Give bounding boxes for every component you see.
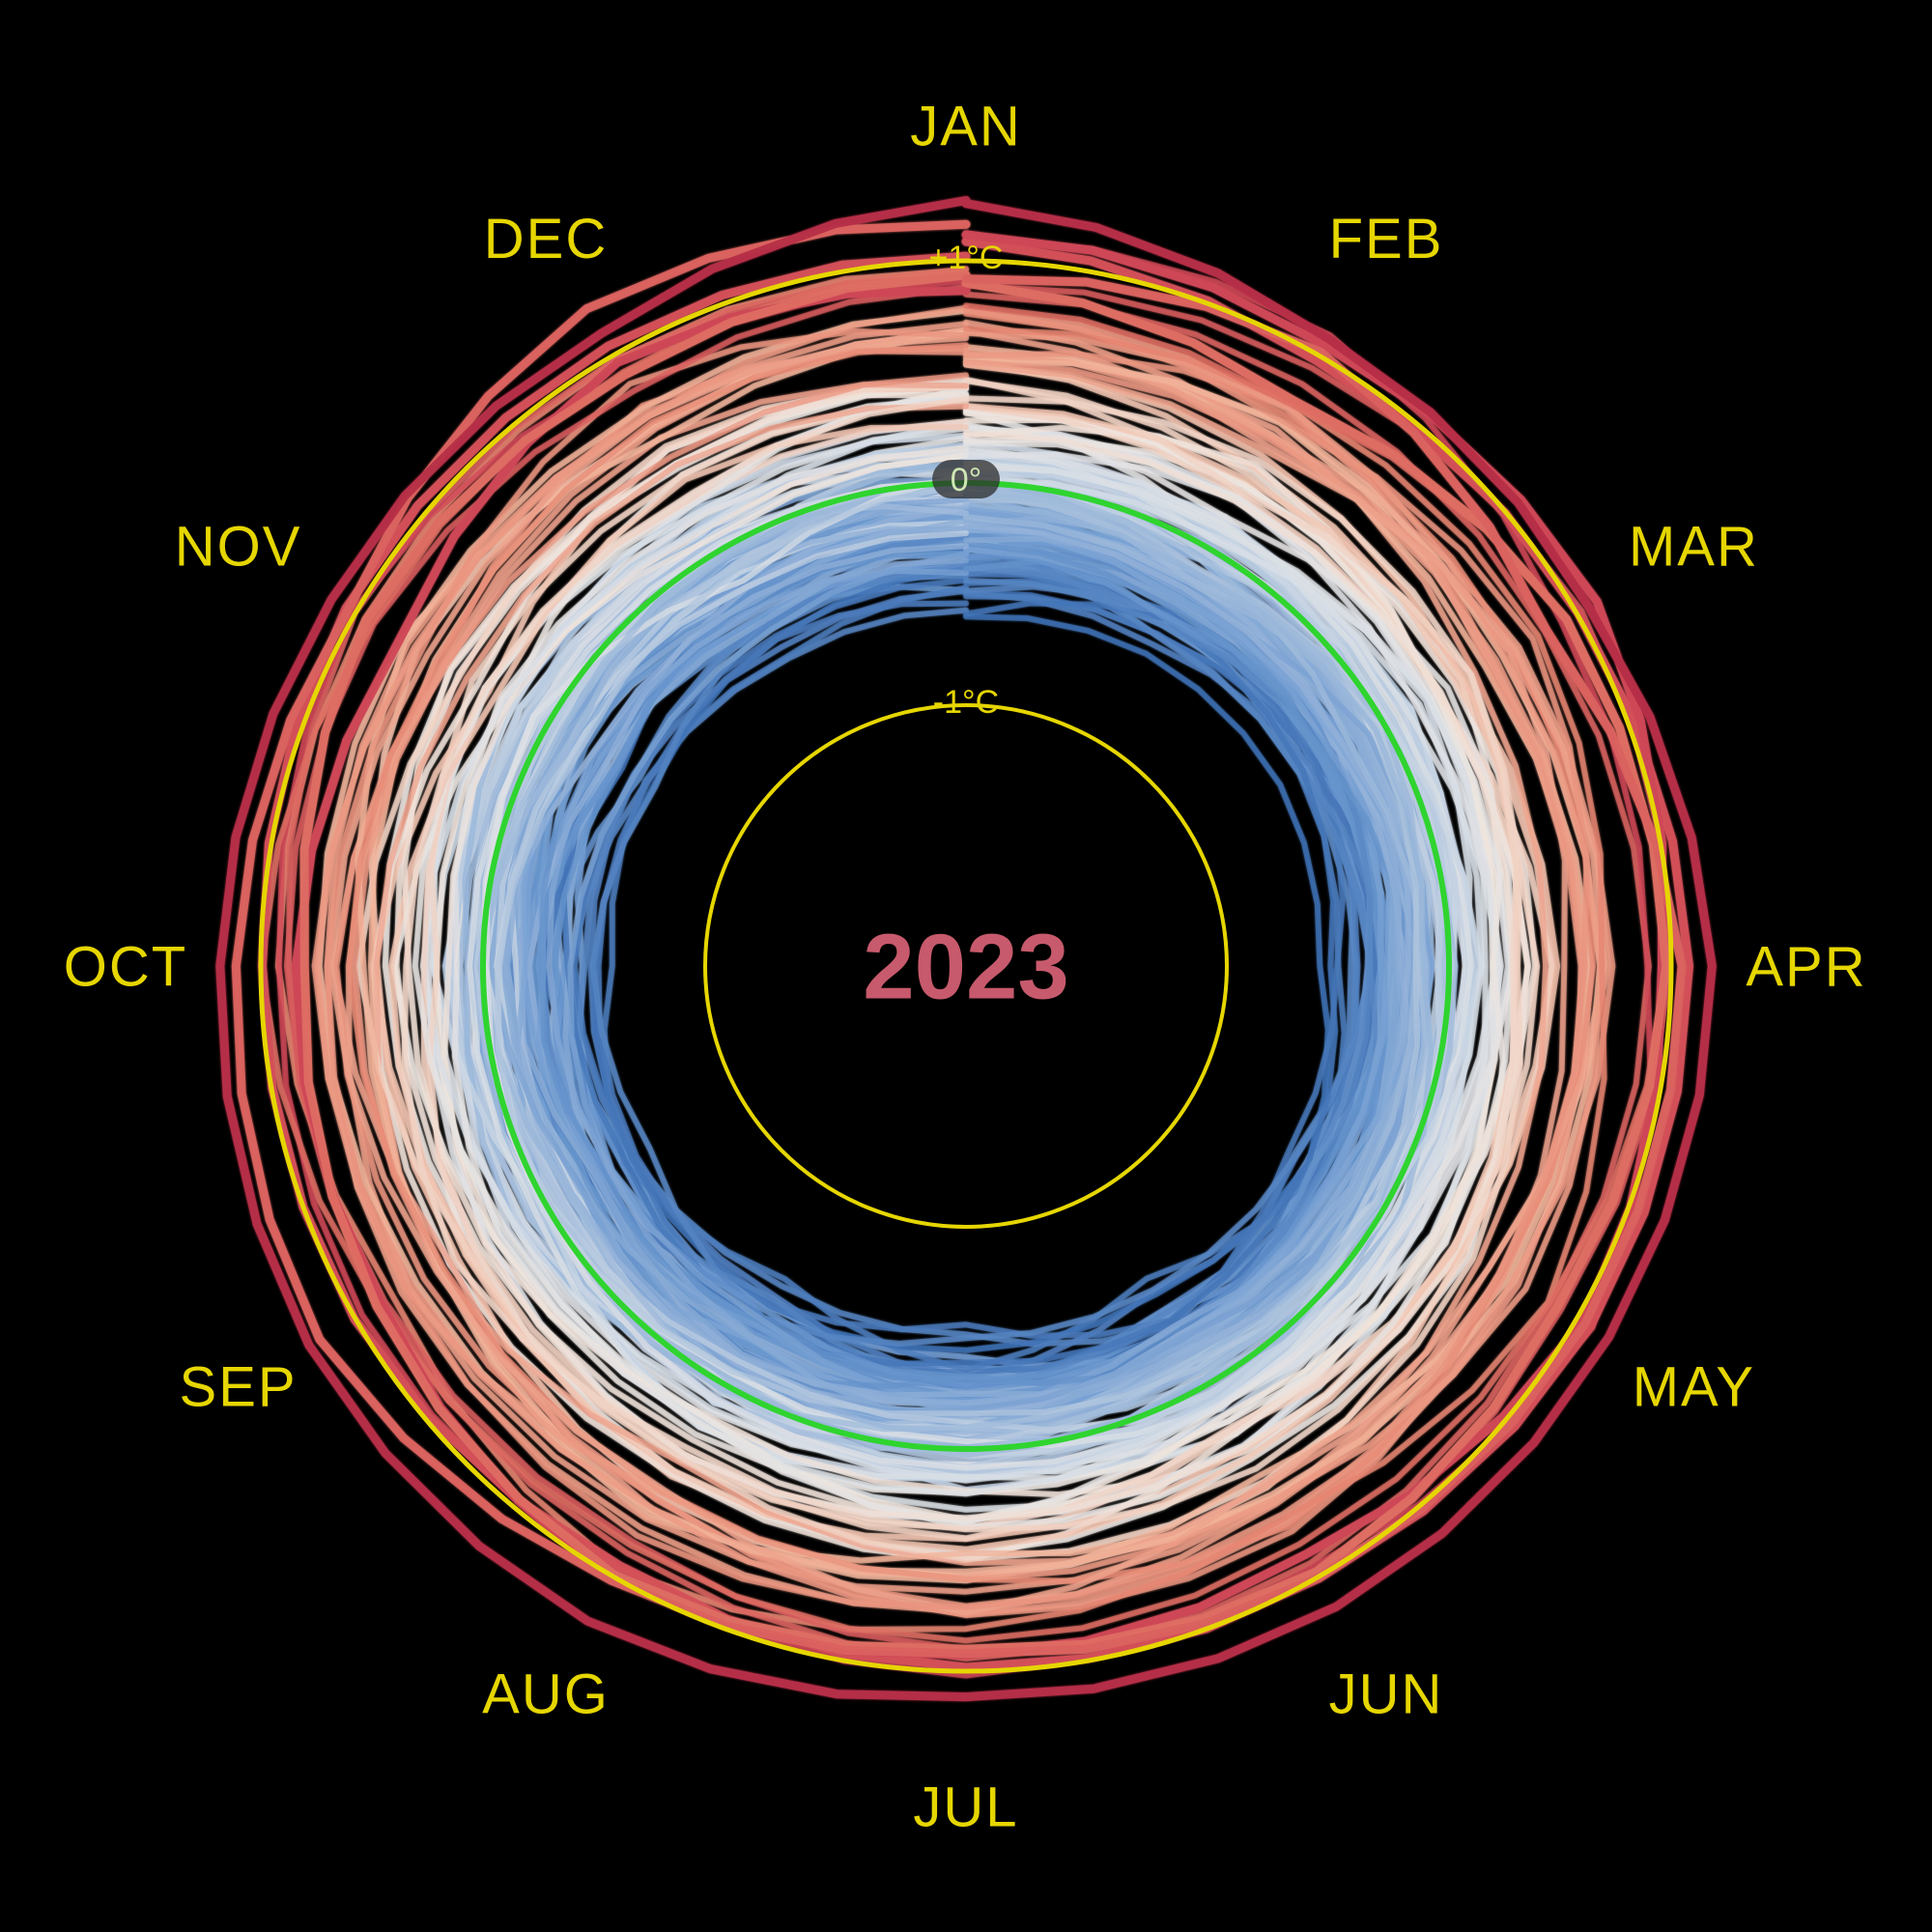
reference-label: 0° bbox=[951, 462, 982, 498]
center-year-label: 2023 bbox=[863, 916, 1069, 1019]
month-label: JUL bbox=[913, 1776, 1018, 1838]
month-label: AUG bbox=[482, 1663, 610, 1726]
month-label: OCT bbox=[64, 935, 187, 998]
month-label: NOV bbox=[175, 515, 302, 578]
month-label: FEB bbox=[1329, 208, 1444, 270]
reference-label: +1°C bbox=[929, 240, 1004, 276]
month-label: SEP bbox=[180, 1355, 298, 1418]
month-label: JAN bbox=[910, 95, 1022, 157]
month-label: MAR bbox=[1629, 515, 1759, 578]
month-label: APR bbox=[1746, 935, 1866, 998]
climate-spiral-chart: -1°C 0° +1°C JAN FEB MAR APR MAY JUN JUL AUG SEP OCT… bbox=[0, 0, 1932, 1932]
month-label: MAY bbox=[1633, 1355, 1755, 1418]
month-label: DEC bbox=[484, 208, 608, 270]
month-label: JUN bbox=[1329, 1663, 1444, 1726]
reference-label: -1°C bbox=[933, 684, 999, 721]
